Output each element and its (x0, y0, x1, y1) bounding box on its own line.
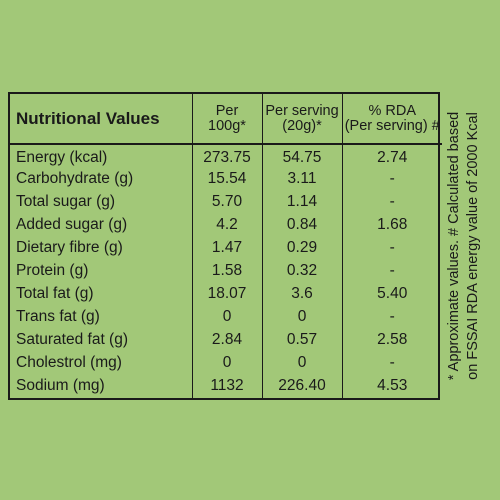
nutrient-name: Cholestrol (mg) (16, 354, 122, 372)
footnote-line1: * Approximate values. # Calculated based (446, 111, 462, 381)
footnote-rotated: * Approximate values. # Calculated based… (445, 96, 483, 396)
value-rda: 1.68 (341, 213, 442, 237)
header-nutritional-values: Nutritional Values (10, 94, 192, 145)
value-per-serving: 3.6 (261, 282, 342, 306)
nutrient-name: Total sugar (g) (16, 192, 116, 210)
value-per-100g: 1132 (191, 374, 262, 399)
table-row: Sodium (mg) 1132 226.40 4.53 (10, 374, 442, 399)
header-per-serving-line2: (20g)* (282, 117, 322, 134)
nutrition-panel: Nutritional Values Per 100g* Per serving… (8, 92, 442, 400)
value-rda: 2.74 (341, 144, 442, 168)
value-rda: - (341, 236, 442, 260)
table-row: Cholestrol (mg) 0 0 - (10, 351, 442, 375)
nutrient-name: Carbohydrate (g) (16, 169, 134, 187)
header-rda-line2: (Per serving) # (344, 117, 440, 134)
header-per-100g-line2: 100g* (208, 117, 246, 134)
nutrient-name: Dietary fibre (g) (16, 238, 123, 256)
value-per-100g: 18.07 (191, 282, 262, 306)
value-per-serving: 0.32 (261, 259, 342, 283)
value-per-serving: 0.57 (261, 328, 342, 352)
value-rda: 5.40 (341, 282, 442, 306)
value-per-serving: 226.40 (261, 374, 342, 399)
value-per-100g: 1.58 (191, 259, 262, 283)
table-row: Dietary fibre (g) 1.47 0.29 - (10, 236, 442, 260)
nutrient-name: Energy (kcal) (16, 149, 108, 167)
header-rda-line1: % RDA (368, 102, 417, 119)
value-rda: - (341, 351, 442, 375)
value-per-serving: 0 (261, 351, 342, 375)
nutrient-name: Protein (g) (16, 262, 89, 280)
nutrient-name: Total fat (g) (16, 285, 94, 303)
value-per-100g: 15.54 (191, 167, 262, 191)
value-per-serving: 0 (261, 305, 342, 329)
value-rda: - (341, 305, 442, 329)
value-rda: 4.53 (341, 374, 442, 399)
table-row: Trans fat (g) 0 0 - (10, 305, 442, 329)
value-per-100g: 1.47 (191, 236, 262, 260)
value-per-100g: 2.84 (191, 328, 262, 352)
value-per-serving: 3.11 (261, 167, 342, 191)
header-per-serving-line1: Per serving (265, 102, 339, 119)
value-per-100g: 4.2 (191, 213, 262, 237)
nutrient-name: Added sugar (g) (16, 215, 128, 233)
table-row: Total fat (g) 18.07 3.6 5.40 (10, 282, 442, 306)
nutrient-name: Saturated fat (g) (16, 331, 129, 349)
nutrient-name: Sodium (mg) (16, 377, 105, 395)
table-row: Protein (g) 1.58 0.32 - (10, 259, 442, 283)
value-per-100g: 0 (191, 351, 262, 375)
table-row: Total sugar (g) 5.70 1.14 - (10, 190, 442, 214)
value-per-100g: 273.75 (191, 144, 262, 168)
table-row: Energy (kcal) 273.75 54.75 2.74 (10, 144, 442, 168)
value-rda: - (341, 259, 442, 283)
value-rda: - (341, 167, 442, 191)
value-per-serving: 0.29 (261, 236, 342, 260)
header-per-100g: Per 100g* (191, 94, 262, 145)
table-header-row: Nutritional Values Per 100g* Per serving… (10, 94, 442, 145)
header-per-serving: Per serving (20g)* (261, 94, 342, 145)
value-per-100g: 5.70 (191, 190, 262, 214)
value-per-serving: 54.75 (261, 144, 342, 168)
footnote-line2: on FSSAI RDA energy value of 2000 Kcal (465, 112, 481, 380)
table-row: Saturated fat (g) 2.84 0.57 2.58 (10, 328, 442, 352)
value-per-serving: 0.84 (261, 213, 342, 237)
value-rda: 2.58 (341, 328, 442, 352)
header-rda: % RDA (Per serving) # (341, 94, 442, 145)
table-row: Added sugar (g) 4.2 0.84 1.68 (10, 213, 442, 237)
nutrition-table: Nutritional Values Per 100g* Per serving… (10, 94, 442, 399)
value-per-100g: 0 (191, 305, 262, 329)
nutrient-name: Trans fat (g) (16, 308, 100, 326)
value-per-serving: 1.14 (261, 190, 342, 214)
header-per-100g-line1: Per (215, 102, 239, 119)
table-row: Carbohydrate (g) 15.54 3.11 - (10, 167, 442, 191)
value-rda: - (341, 190, 442, 214)
